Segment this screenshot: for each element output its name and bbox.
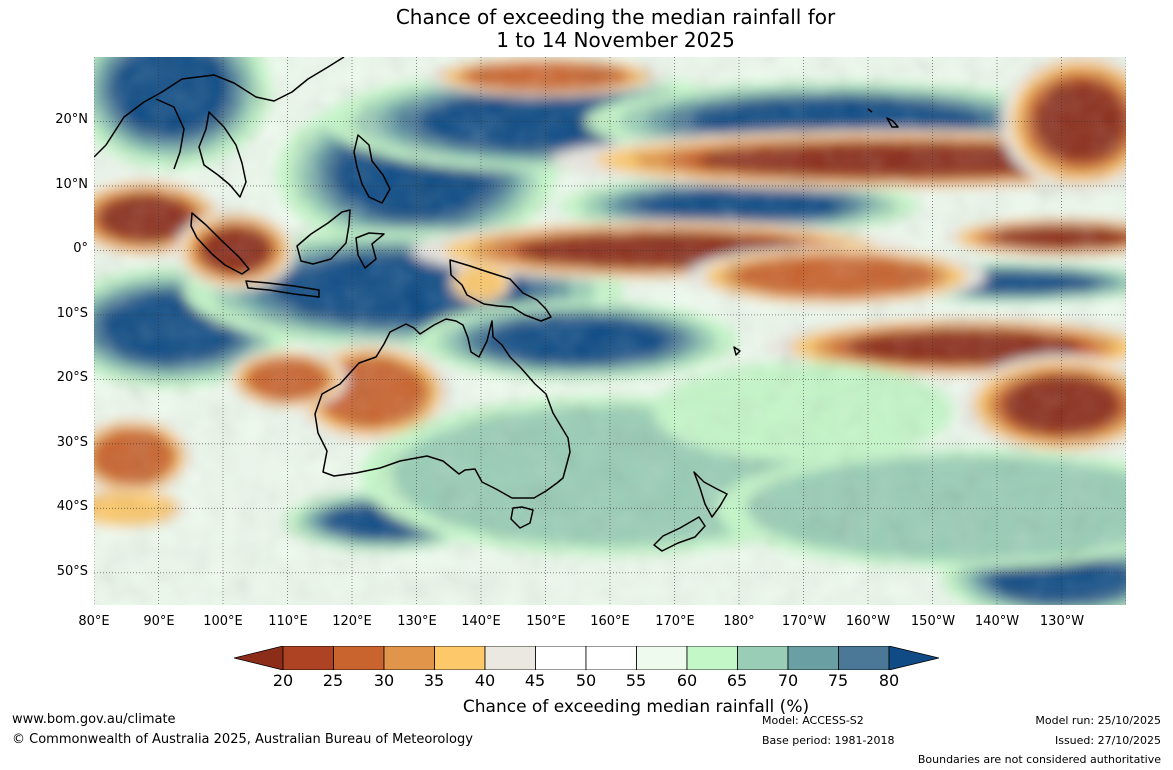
lon-label-160e: 160°E <box>590 614 630 629</box>
colorbar-segment-4 <box>434 645 486 671</box>
graticule <box>94 57 1126 605</box>
lon-label-180: 180° <box>723 614 755 629</box>
colorbar-segment-7 <box>585 645 637 671</box>
colorbar-label-60: 60 <box>676 671 698 690</box>
java-coastline <box>245 280 320 298</box>
philippines-coastline <box>353 134 391 204</box>
colorbar-label-30: 30 <box>373 671 395 690</box>
borneo-coastline <box>296 209 351 265</box>
colorbar-segment-12 <box>838 645 890 671</box>
lon-label-140e: 140°E <box>461 614 501 629</box>
colorbar-label-35: 35 <box>423 671 445 690</box>
colorbar-title: Chance of exceeding median rainfall (%) <box>462 697 810 717</box>
colorbar-segment-6 <box>535 645 587 671</box>
lon-label-90e: 90°E <box>143 614 175 629</box>
colorbar-label-25: 25 <box>322 671 344 690</box>
colorbar-segment-8 <box>636 645 688 671</box>
lon-label-160w: 160°W <box>845 614 891 629</box>
colorbar-segment-0 <box>233 645 284 671</box>
mainland-asia-coastline <box>94 57 345 198</box>
colorbar-label-75: 75 <box>827 671 849 690</box>
sumatra-coastline <box>190 212 250 275</box>
issued-date: Issued: 27/10/2025 <box>1054 734 1161 747</box>
colorbar-segment-2 <box>333 645 385 671</box>
lat-label-30s: 30°S <box>56 435 88 450</box>
colorbar-segment-3 <box>383 645 435 671</box>
lat-label-20s: 20°S <box>56 370 88 385</box>
boundary-disclaimer: Boundaries are not considered authoritat… <box>917 753 1161 766</box>
new-zealand-north-coastline <box>693 471 728 518</box>
map-title-line-1: Chance of exceeding the median rainfall … <box>395 5 836 29</box>
lon-label-120e: 120°E <box>332 614 372 629</box>
lon-label-170w: 170°W <box>781 614 827 629</box>
colorbar-segment-9 <box>686 645 738 671</box>
base-period: Base period: 1981-2018 <box>762 734 895 747</box>
lon-label-170e: 170°E <box>655 614 695 629</box>
colorbar-segment-10 <box>737 645 789 671</box>
tasmania-coastline <box>510 506 534 529</box>
sulawesi-coastline <box>355 232 385 269</box>
colorbar-label-40: 40 <box>474 671 496 690</box>
rainfall-map <box>94 57 1126 605</box>
lat-label-40s: 40°S <box>56 499 88 514</box>
colorbar <box>233 645 940 671</box>
lon-label-110e: 110°E <box>268 614 308 629</box>
colorbar-segment-1 <box>282 645 334 671</box>
colorbar-segment-11 <box>787 645 839 671</box>
colorbar-label-50: 50 <box>575 671 597 690</box>
colorbar-segment-13 <box>888 645 940 671</box>
lon-label-150e: 150°E <box>526 614 566 629</box>
lat-label-10n: 10°N <box>55 177 88 192</box>
colorbar-label-80: 80 <box>878 671 900 690</box>
lon-label-100e: 100°E <box>203 614 243 629</box>
colorbar-segments <box>233 645 940 671</box>
fiji-coastline <box>733 346 741 356</box>
lat-label-50s: 50°S <box>56 564 88 579</box>
colorbar-label-70: 70 <box>777 671 799 690</box>
new-guinea-coastline <box>449 259 552 322</box>
lon-label-140w: 140°W <box>974 614 1020 629</box>
model-run-date: Model run: 25/10/2025 <box>1035 714 1161 727</box>
lon-label-150w: 150°W <box>910 614 956 629</box>
new-zealand-south-coastline <box>653 516 706 552</box>
copyright-text: © Commonwealth of Australia 2025, Austra… <box>12 732 473 747</box>
colorbar-segment-5 <box>484 645 536 671</box>
lon-label-130e: 130°E <box>397 614 437 629</box>
lat-label-20n: 20°N <box>55 112 88 127</box>
hawaii-coastline <box>867 108 899 128</box>
lon-label-80e: 80°E <box>78 614 110 629</box>
website-link[interactable]: www.bom.gov.au/climate <box>12 712 176 727</box>
map-title-line-2: 1 to 14 November 2025 <box>496 28 735 52</box>
lat-label-10s: 10°S <box>56 306 88 321</box>
colorbar-label-55: 55 <box>625 671 647 690</box>
colorbar-label-20: 20 <box>272 671 294 690</box>
coastlines <box>94 57 899 552</box>
lon-label-130w: 130°W <box>1039 614 1085 629</box>
colorbar-label-65: 65 <box>726 671 748 690</box>
australia-coastline <box>314 318 571 499</box>
colorbar-label-45: 45 <box>524 671 546 690</box>
lat-label-0: 0° <box>73 241 88 256</box>
model-name: Model: ACCESS-S2 <box>762 714 864 727</box>
